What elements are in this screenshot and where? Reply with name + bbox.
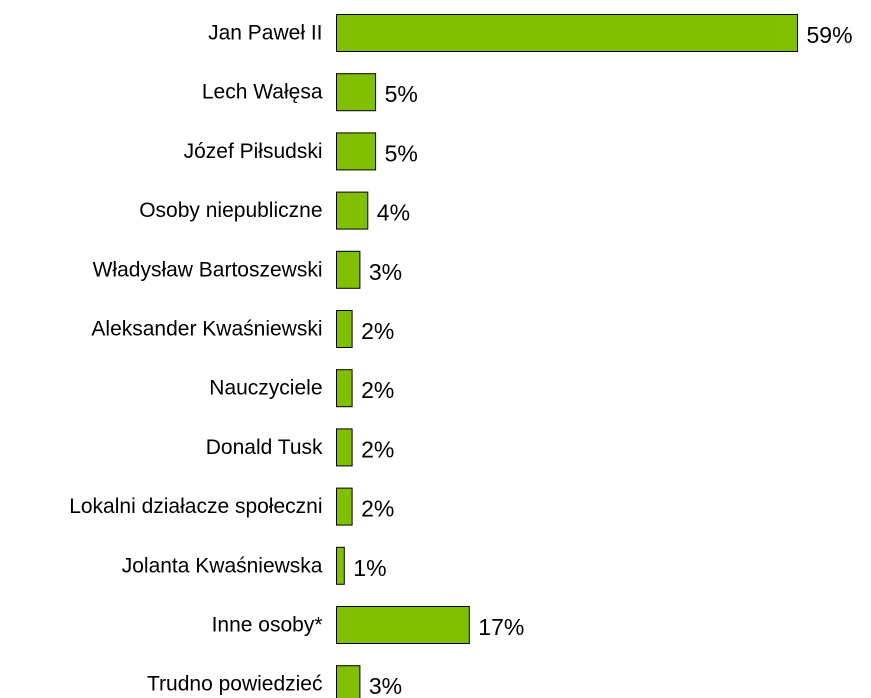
value-label: 2% xyxy=(361,377,394,403)
category-label: Aleksander Kwaśniewski xyxy=(91,318,322,341)
value-label: 59% xyxy=(807,22,853,48)
bar xyxy=(336,73,377,112)
category-label: Inne osoby* xyxy=(212,614,323,637)
bar xyxy=(336,606,470,644)
bar xyxy=(336,665,361,698)
value-label: 1% xyxy=(353,555,386,581)
bar xyxy=(336,546,345,585)
category-label: Jolanta Kwaśniewska xyxy=(122,554,323,577)
bars-group xyxy=(336,14,798,698)
category-label: Donald Tusk xyxy=(206,436,323,459)
category-label: Józef Piłsudski xyxy=(184,140,323,163)
category-label: Lech Wałęsa xyxy=(202,81,323,104)
value-label: 3% xyxy=(369,259,402,285)
value-label: 2% xyxy=(361,318,394,344)
value-label: 5% xyxy=(385,81,418,107)
bar xyxy=(336,369,353,408)
bar xyxy=(336,132,377,171)
bar xyxy=(336,487,353,526)
value-label: 17% xyxy=(478,614,524,640)
category-label: Nauczyciele xyxy=(209,377,322,400)
category-label: Jan Paweł II xyxy=(208,22,322,45)
value-label: 2% xyxy=(361,496,394,522)
value-label: 4% xyxy=(377,200,410,226)
category-labels-group: Jan Paweł II Lech Wałęsa Józef Piłsudski Os… xyxy=(69,22,323,696)
value-label: 3% xyxy=(369,673,402,698)
category-label: Lokalni działacze społeczni xyxy=(69,495,322,518)
category-label: Władysław Bartoszewski xyxy=(93,258,323,281)
bar xyxy=(336,250,361,289)
bar xyxy=(336,310,353,348)
value-label: 2% xyxy=(361,436,394,462)
category-label: Osoby niepubliczne xyxy=(139,199,322,222)
value-labels-group: 59% 5% 5% 4% 3% 2% 2% 2% 2% 1% 17% 3% xyxy=(353,22,852,698)
bar xyxy=(336,428,353,467)
bar xyxy=(336,191,369,230)
bar xyxy=(336,14,798,52)
category-label: Trudno powiedzieć xyxy=(147,673,323,696)
value-label: 5% xyxy=(385,140,418,166)
